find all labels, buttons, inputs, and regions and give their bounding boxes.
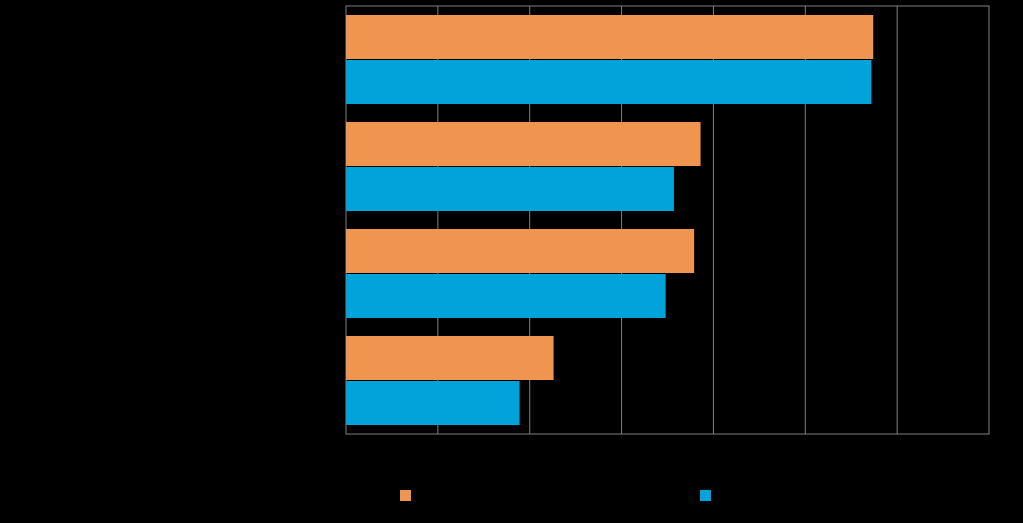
bar: [346, 122, 701, 166]
legend-swatch: [700, 490, 711, 501]
x-tick-label: 50: [799, 440, 813, 454]
x-tick-label: 40: [707, 440, 721, 454]
x-tick-label: 0: [343, 440, 350, 454]
x-tick-label: 30: [615, 440, 629, 454]
bar: [346, 229, 695, 273]
bar: [346, 336, 554, 380]
x-tick-label: 60: [890, 440, 904, 454]
legend-swatch: [400, 490, 411, 501]
bar: [346, 274, 666, 318]
bar: [346, 167, 674, 211]
x-tick-label: 10: [431, 440, 445, 454]
x-tick-label: 70: [982, 440, 996, 454]
bar: [346, 15, 874, 59]
x-tick-label: 20: [523, 440, 537, 454]
bar: [346, 60, 872, 104]
bar: [346, 381, 520, 425]
plot-frame: [345, 5, 990, 435]
